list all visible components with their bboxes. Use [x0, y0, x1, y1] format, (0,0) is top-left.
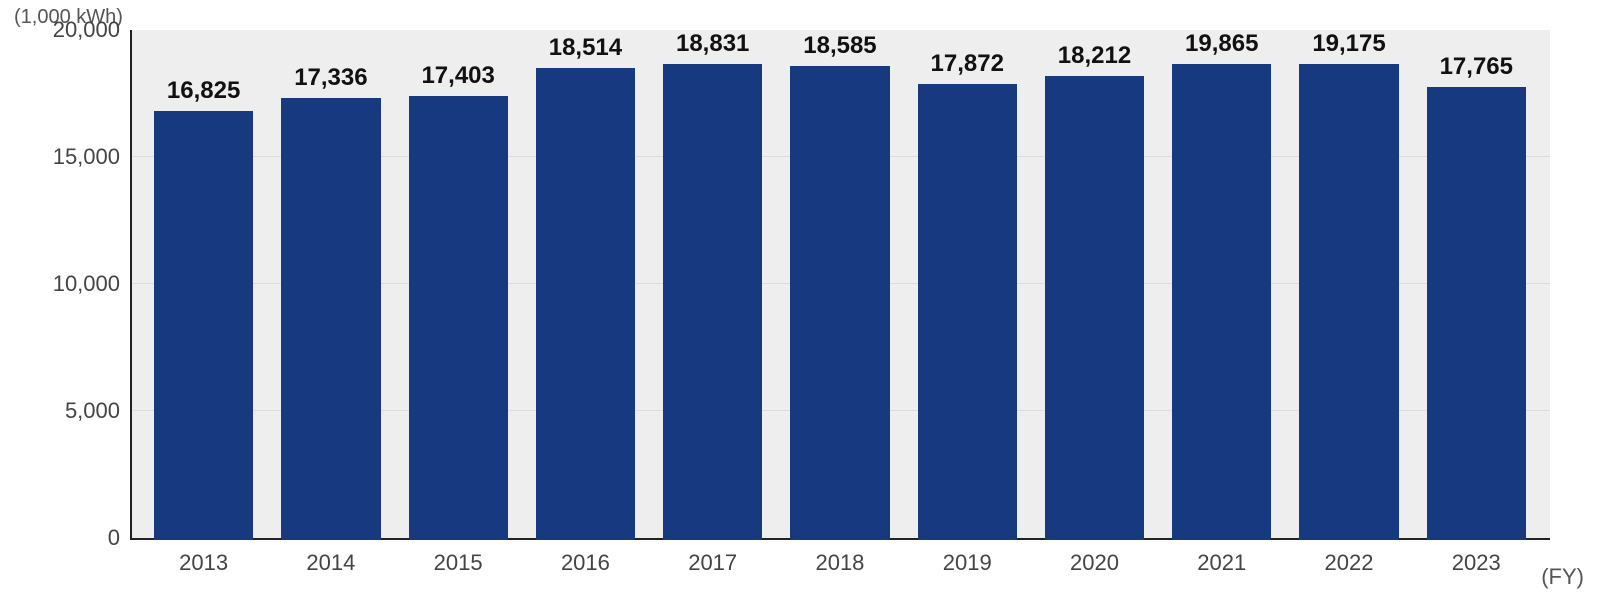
bar-rect — [790, 66, 889, 540]
x-tick-label: 2019 — [943, 550, 992, 576]
bar-value-label: 17,872 — [931, 50, 1004, 78]
plot-area: 05,00010,00015,00020,000 16,825201317,33… — [130, 30, 1550, 540]
bar-value-label: 19,175 — [1312, 30, 1385, 58]
bar-slot: 18,5852018 — [776, 30, 903, 540]
bar-slot: 17,7652023 — [1413, 30, 1540, 540]
bar-rect — [281, 98, 380, 540]
y-tick-label: 15,000 — [53, 144, 120, 170]
bar-slot: 17,4032015 — [395, 30, 522, 540]
bar-rect — [663, 64, 762, 540]
bars-container: 16,825201317,336201417,403201518,5142016… — [130, 30, 1550, 540]
x-tick-label: 2018 — [815, 550, 864, 576]
x-tick-label: 2017 — [688, 550, 737, 576]
bar-rect — [918, 84, 1017, 540]
y-tick-label: 5,000 — [65, 398, 120, 424]
bar-value-label: 17,765 — [1440, 53, 1513, 81]
bar-value-label: 17,336 — [294, 64, 367, 92]
y-tick-label: 10,000 — [53, 271, 120, 297]
bar-value-label: 18,212 — [1058, 42, 1131, 70]
bar-rect — [409, 96, 508, 540]
bar-slot: 17,3362014 — [267, 30, 394, 540]
x-tick-label: 2021 — [1197, 550, 1246, 576]
bar-slot: 18,5142016 — [522, 30, 649, 540]
bar-slot: 17,8722019 — [904, 30, 1031, 540]
bar-chart: (1,000 kWh) (FY) 05,00010,00015,00020,00… — [0, 0, 1600, 596]
x-tick-label: 2023 — [1452, 550, 1501, 576]
bar-value-label: 18,514 — [549, 34, 622, 62]
bar-slot: 18,2122020 — [1031, 30, 1158, 540]
bar-rect — [536, 68, 635, 540]
x-tick-label: 2013 — [179, 550, 228, 576]
bar-rect — [1172, 64, 1271, 540]
bar-slot: 19,8652021 — [1158, 30, 1285, 540]
bar-value-label: 17,403 — [421, 62, 494, 90]
bar-value-label: 19,865 — [1185, 30, 1258, 58]
y-tick-label: 0 — [108, 525, 120, 551]
bar-value-label: 16,825 — [167, 77, 240, 105]
bar-rect — [1299, 64, 1398, 540]
y-tick-label: 20,000 — [53, 17, 120, 43]
bar-value-label: 18,831 — [676, 30, 749, 58]
x-tick-label: 2015 — [434, 550, 483, 576]
x-tick-label: 2022 — [1325, 550, 1374, 576]
bar-slot: 19,1752022 — [1285, 30, 1412, 540]
bar-slot: 16,8252013 — [140, 30, 267, 540]
bar-rect — [154, 111, 253, 540]
bar-rect — [1427, 87, 1526, 540]
x-axis-unit: (FY) — [1541, 564, 1584, 590]
x-tick-label: 2016 — [561, 550, 610, 576]
x-tick-label: 2014 — [306, 550, 355, 576]
bar-slot: 18,8312017 — [649, 30, 776, 540]
bar-rect — [1045, 76, 1144, 540]
bar-value-label: 18,585 — [803, 32, 876, 60]
x-tick-label: 2020 — [1070, 550, 1119, 576]
